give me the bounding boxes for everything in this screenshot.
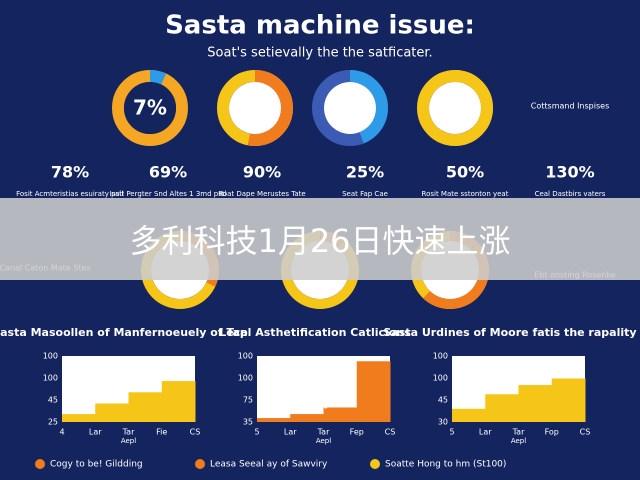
banner-text: 多利科技1月26日快速上涨: [129, 222, 510, 260]
bar: [485, 394, 519, 422]
x-tick-label: Tar: [317, 428, 330, 437]
stat-label: Fosit Acmteristias esuiraty pstl: [16, 190, 124, 198]
stat-label: Rosit Mate sstonton yeat: [422, 190, 509, 198]
donut-label: 53%: [231, 96, 279, 120]
y-axis-label: 35: [243, 418, 253, 427]
y-axis-label: 100: [238, 352, 253, 361]
x-tick-label: 4: [59, 428, 64, 437]
bar: [128, 392, 163, 422]
bar: [551, 378, 586, 422]
stat-label: Roat Dape Merustes Tate: [218, 190, 305, 198]
x-tick-label: CS: [580, 428, 591, 437]
legend-label: Leasa Seeal ay of Sawviry: [210, 460, 328, 470]
x-axis-label: Aepl: [511, 437, 526, 445]
legend-label: Cogy to be! Gildding: [50, 460, 143, 470]
x-axis-label: Aepl: [121, 437, 136, 445]
x-tick-label: Lar: [89, 428, 102, 437]
donut-center: [229, 82, 281, 134]
stat-value: 78%: [51, 163, 89, 182]
donut-arc: [217, 70, 293, 146]
stat-value: 69%: [149, 163, 187, 182]
bar: [356, 361, 391, 422]
chart-title: Sasta Masoollen of Manfernoeuely of Tap: [0, 326, 248, 339]
stat-label: Seat Fap Cae: [342, 190, 388, 198]
x-tick-label: Fep: [350, 428, 364, 437]
y-axis-label: 75: [243, 396, 253, 405]
stat-value: 130%: [545, 163, 594, 182]
bar: [452, 408, 486, 422]
x-tick-label: CS: [385, 428, 396, 437]
stat-value: 50%: [446, 163, 484, 182]
x-tick-label: Lar: [479, 428, 492, 437]
y-axis-label: 30: [438, 418, 448, 427]
donut-center: [324, 82, 376, 134]
y-axis-label: 100: [43, 374, 58, 383]
banner: [0, 198, 640, 280]
bar: [62, 414, 96, 422]
bar: [290, 414, 324, 422]
stat-label: Ceal Dastbirs vaters: [535, 190, 606, 198]
subtitle: Soat's setievally the the satficater.: [207, 46, 432, 61]
stat-label: Isait Pergter Snd Altes 1 3md pstl: [109, 190, 226, 198]
y-axis-label: 45: [48, 396, 58, 405]
title: Sasta machine issue:: [165, 11, 475, 41]
legend-dot: [195, 459, 205, 469]
y-axis-label: 100: [433, 374, 448, 383]
y-axis-label: 100: [43, 352, 58, 361]
stat-value: 25%: [346, 163, 384, 182]
chart-title: Lecal Asthetification Catlicions: [219, 326, 411, 339]
donut-label: 35%: [431, 96, 479, 120]
y-axis-label: 100: [238, 374, 253, 383]
legend-label: Soatte Hong to hm (St100): [385, 460, 506, 470]
bar: [161, 381, 196, 422]
note: Cottsmand Inspises: [531, 102, 609, 111]
y-axis-label: 45: [438, 396, 448, 405]
bar: [518, 385, 553, 422]
legend-dot: [370, 459, 380, 469]
bar: [323, 407, 358, 422]
x-tick-label: Fop: [545, 428, 559, 437]
x-axis-label: Aepl: [316, 437, 331, 445]
x-tick-label: CS: [190, 428, 201, 437]
donut-arc: [417, 70, 493, 146]
donut-center: [429, 82, 481, 134]
stat-value: 90%: [243, 163, 281, 182]
donut-arc: [312, 70, 388, 146]
chart-title: Sasta Urdines of Moore fatis the rapalit…: [383, 326, 636, 339]
x-tick-label: Lar: [284, 428, 297, 437]
donut-label: 7%: [133, 96, 167, 120]
donut-arc: [112, 70, 188, 146]
x-tick-label: Tar: [512, 428, 525, 437]
x-tick-label: 5: [254, 428, 259, 437]
y-axis-label: 25: [48, 418, 58, 427]
bar: [95, 403, 129, 422]
annotation: 59%: [306, 402, 328, 412]
annotation: 23%: [501, 366, 523, 376]
y-axis-label: 100: [433, 352, 448, 361]
x-tick-label: 5: [449, 428, 454, 437]
donut-label: 44%: [326, 96, 374, 120]
donut-center: [124, 82, 176, 134]
legend-dot: [35, 459, 45, 469]
annotation: 63%: [111, 366, 133, 376]
x-tick-label: Fie: [156, 428, 167, 437]
bar: [257, 418, 291, 422]
x-tick-label: Tar: [122, 428, 135, 437]
